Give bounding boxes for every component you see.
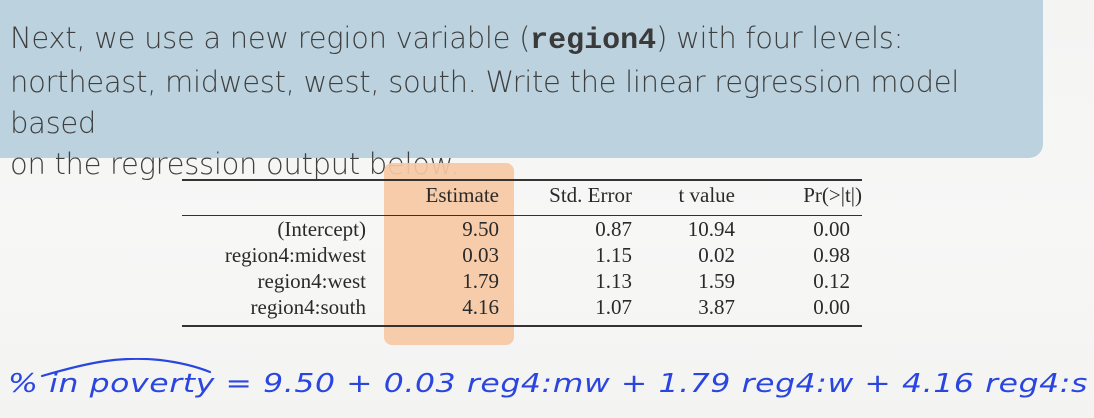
prompt-box: Next, we use a new region variable (regi… <box>0 0 1043 181</box>
handwritten-equation: % in poverty = 9.50 + 0.03 reg4:mw + 1.7… <box>8 358 1088 399</box>
prompt-line-2: northeast, midwest, west, south. Write t… <box>10 65 960 140</box>
p-value-cell: 0.00 <box>813 217 850 241</box>
equation-text: % in poverty = 9.50 + 0.03 reg4:mw + 1.7… <box>8 369 1088 399</box>
t-value-cell: 3.87 <box>698 295 735 319</box>
prompt-text: Next, we use a new region variable ( <box>10 21 531 55</box>
t-value-cell: 1.59 <box>698 269 735 293</box>
estimate-cell: 0.03 <box>462 243 499 267</box>
prompt-line-1: Next, we use a new region variable (regi… <box>10 18 1033 62</box>
p-value-cell: 0.98 <box>813 243 850 267</box>
row-label: (Intercept) <box>277 217 366 241</box>
header-p-value: Pr(>|t|) <box>803 183 862 207</box>
estimate-cell: 1.79 <box>462 269 499 293</box>
hat-stroke <box>40 358 212 378</box>
row-label: region4:south <box>250 295 367 319</box>
std-error-cell: 1.15 <box>595 243 632 267</box>
prompt-text: ) with four levels: <box>656 21 904 55</box>
row-label: region4:midwest <box>224 243 366 267</box>
header-t-value: t value <box>678 183 735 207</box>
estimate-cell: 4.16 <box>462 295 499 319</box>
estimate-cell: 9.50 <box>462 217 499 241</box>
t-value-cell: 10.94 <box>687 217 735 241</box>
std-error-cell: 0.87 <box>595 217 632 241</box>
table-header-rule <box>182 215 862 216</box>
table-bottom-rule <box>182 325 862 327</box>
estimate-column-highlight <box>384 163 514 345</box>
p-value-cell: 0.12 <box>813 269 850 293</box>
t-value-cell: 0.02 <box>698 243 735 267</box>
table-top-rule <box>182 179 862 181</box>
header-std-error: Std. Error <box>549 183 632 207</box>
std-error-cell: 1.13 <box>595 269 632 293</box>
header-estimate: Estimate <box>425 183 499 207</box>
std-error-cell: 1.07 <box>595 295 632 319</box>
row-label: region4:west <box>257 269 366 293</box>
code-region4: region4 <box>530 24 657 58</box>
p-value-cell: 0.00 <box>813 295 850 319</box>
